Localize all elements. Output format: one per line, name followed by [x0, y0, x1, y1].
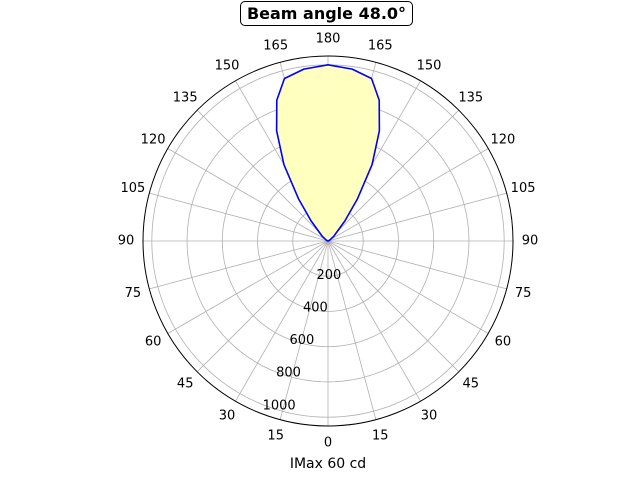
- angle-tick-label: 15: [267, 429, 284, 444]
- angle-tick-label: 150: [417, 59, 442, 74]
- series-line: [275, 64, 381, 242]
- angle-tick-label: 90: [522, 234, 539, 249]
- angle-tick-label: 165: [263, 38, 288, 53]
- series-layer: [275, 64, 381, 242]
- angle-tick-label: 30: [421, 408, 438, 423]
- angular-gridline: [149, 240, 329, 290]
- angular-gridline: [279, 240, 329, 420]
- angular-gridline: [196, 109, 329, 242]
- angle-tick-label: 105: [511, 181, 536, 196]
- angular-gridline: [327, 192, 507, 242]
- chart-title: Beam angle 48.0°: [240, 1, 413, 26]
- angular-gridline: [327, 148, 489, 242]
- angular-gridline: [327, 240, 507, 290]
- angle-tick-label: 60: [145, 335, 162, 350]
- polar-spine: [142, 55, 514, 427]
- angular-gridline: [167, 148, 329, 242]
- angle-tick-label: 105: [120, 181, 145, 196]
- angle-tick-label: 45: [463, 376, 480, 391]
- angle-tick-label: 30: [219, 408, 236, 423]
- polar-grid: [142, 55, 514, 427]
- angular-gridline: [327, 240, 377, 420]
- x-axis-label: IMax 60 cd: [289, 456, 367, 472]
- radial-tick-label: 800: [276, 366, 301, 381]
- angular-gridline: [327, 240, 460, 373]
- angle-tick-label: 90: [118, 234, 135, 249]
- angular-gridline: [196, 240, 329, 373]
- angle-tick-label: 180: [316, 32, 341, 47]
- angle-tick-labels: 0 15 30 45 60 75 90 105 120 135 150 165 180 165 150 135…: [118, 32, 539, 451]
- angle-tick-label: 135: [458, 91, 483, 106]
- angle-tick-label: 15: [372, 429, 389, 444]
- angular-gridline: [149, 192, 329, 242]
- angular-gridline: [167, 240, 329, 334]
- radial-tick-label: 200: [317, 268, 342, 283]
- angle-tick-label: 120: [490, 133, 515, 148]
- angular-gridline: [327, 240, 421, 402]
- angle-tick-label: 45: [177, 376, 194, 391]
- angle-tick-label: 75: [125, 286, 142, 301]
- angle-tick-label: 135: [173, 91, 198, 106]
- angular-gridline: [235, 240, 329, 402]
- angle-tick-label: 165: [368, 38, 393, 53]
- radial-tick-labels: 200 400 600 800 1000: [263, 268, 342, 413]
- angle-tick-label: 150: [215, 59, 240, 74]
- radial-tick-label: 1000: [263, 398, 296, 413]
- angle-tick-label: 60: [495, 335, 512, 350]
- angle-tick-label: 120: [141, 133, 166, 148]
- radial-tick-label: 400: [303, 301, 328, 316]
- series-fill: [276, 64, 380, 241]
- radial-tick-label: 600: [290, 333, 315, 348]
- angular-gridline: [327, 109, 460, 242]
- angle-tick-label: 75: [515, 286, 532, 301]
- angle-tick-label: 0: [324, 436, 332, 451]
- angular-gridline: [327, 240, 489, 334]
